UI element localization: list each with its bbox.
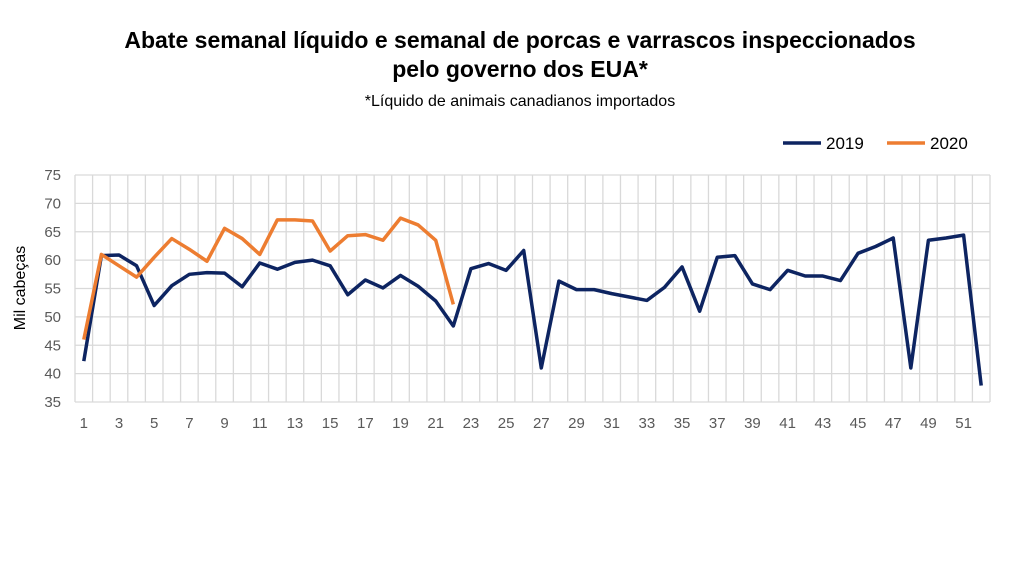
x-tick-label: 3 [115,415,123,432]
chart-title-line-2: pelo governo dos EUA* [392,56,648,82]
x-tick-label: 7 [185,415,193,432]
series-line-2019 [82,233,983,386]
x-tick-label: 13 [287,415,304,432]
x-tick-label: 29 [568,415,585,432]
x-tick-label: 31 [603,415,620,432]
y-tick-label: 50 [44,309,61,326]
y-tick-label: 35 [44,394,61,411]
x-tick-label: 41 [779,415,796,432]
x-tick-label: 33 [639,415,656,432]
x-tick-label: 19 [392,415,409,432]
x-tick-label: 49 [920,415,937,432]
y-tick-label: 75 [44,167,61,184]
legend-label-2020: 2020 [930,134,968,153]
y-tick-label: 45 [44,337,61,354]
x-tick-label: 9 [220,415,228,432]
x-tick-label: 5 [150,415,158,432]
x-tick-label: 17 [357,415,374,432]
x-tick-label: 15 [322,415,339,432]
x-tick-label: 27 [533,415,550,432]
x-tick-label: 35 [674,415,691,432]
x-tick-label: 43 [814,415,831,432]
y-tick-label: 55 [44,281,61,298]
chart-subtitle: *Líquido de animais canadianos importado… [364,93,676,110]
y-axis-label: Mil cabeças [12,246,29,330]
x-tick-label: 11 [252,415,268,432]
x-tick-label: 1 [80,415,88,432]
x-tick-label: 25 [498,415,515,432]
x-tick-label: 45 [850,415,867,432]
legend-label-2019: 2019 [826,134,864,153]
chart-title-line-1: Abate semanal líquido e semanal de porca… [124,27,916,53]
y-tick-label: 65 [44,224,61,241]
y-tick-label: 40 [44,366,61,383]
series-line-2020 [82,216,456,340]
x-tick-label: 37 [709,415,726,432]
y-tick-label: 60 [44,252,61,269]
y-tick-label: 70 [44,195,61,212]
x-tick-label: 39 [744,415,761,432]
x-tick-label: 21 [427,415,444,432]
x-tick-label: 51 [955,415,972,432]
x-tick-label: 23 [463,415,480,432]
x-tick-label: 47 [885,415,902,432]
